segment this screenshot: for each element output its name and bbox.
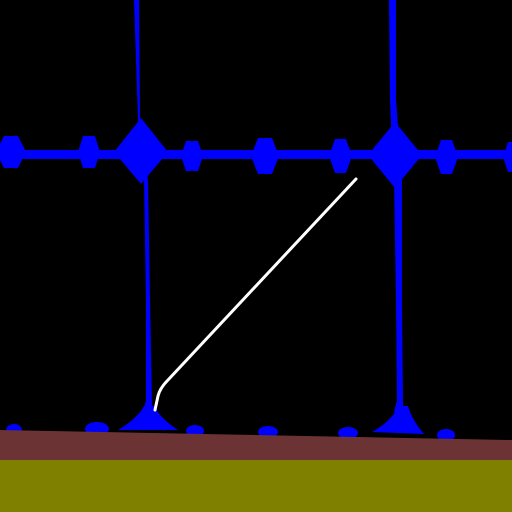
vertical-beam-left [134, 0, 156, 412]
platform-bump [338, 427, 358, 439]
brown-platform [0, 430, 512, 462]
joint-large-left [114, 118, 168, 184]
blue-lattice-structure [0, 0, 512, 441]
platform-bump [258, 426, 278, 438]
beam-foot-right [372, 406, 424, 434]
joint-large-right [368, 122, 422, 188]
joint-small [435, 140, 458, 174]
olive-ground [0, 460, 512, 512]
joint-small [0, 136, 26, 168]
joint-small [329, 139, 352, 173]
beam-foot-left [118, 406, 178, 430]
joint-small [78, 136, 100, 168]
platform-bump [437, 429, 455, 441]
white-rope [153, 177, 358, 412]
vertical-beam-right [389, 0, 408, 412]
joint-small [251, 138, 279, 174]
joint-small [503, 142, 512, 172]
joint-small [181, 141, 203, 171]
